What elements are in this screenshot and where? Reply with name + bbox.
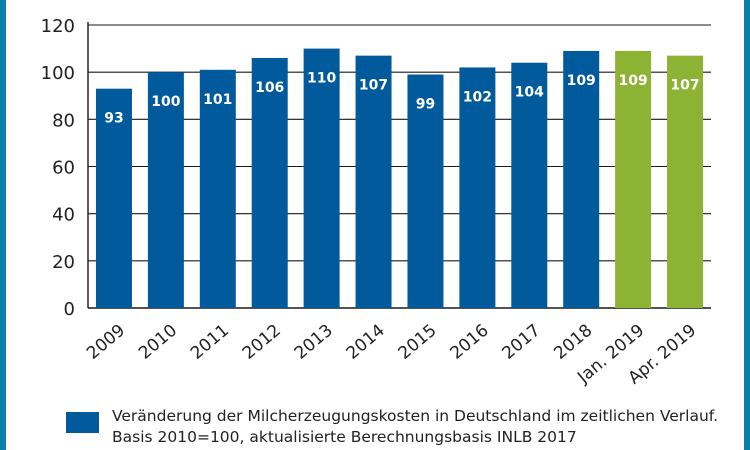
bar [355,55,392,309]
bar-value-label: 102 [463,89,492,105]
bar-value-label: 106 [255,80,284,96]
x-tick-label: 2018 [550,321,596,364]
x-axis-ticks: 2009 2010 2011 2012 2013 2014 2015 2016 2017 2018… [83,321,700,389]
legend-label: Veränderung der Milcherzeugungskosten in… [112,407,719,446]
bar [199,69,236,308]
bar-value-label: 107 [670,78,699,94]
bar [615,50,652,309]
bar [251,58,288,309]
bar-value-label: 109 [619,73,648,89]
bar-value-label: 100 [151,94,180,110]
x-tick-label: 2014 [343,321,389,364]
x-tick-label: 2010 [135,321,181,364]
x-tick-label: 2016 [447,321,493,364]
bar-value-label: 107 [359,78,388,94]
y-tick-label: 0 [64,299,75,320]
frame-right-border [744,0,750,450]
x-tick-label: 2009 [83,321,129,364]
x-tick-label: 2015 [395,321,441,364]
bar [667,55,704,309]
x-tick-label: 2012 [239,321,285,364]
bar [511,62,548,308]
frame-left-border [0,0,6,450]
bar [563,50,600,309]
bar [147,72,184,309]
y-tick-label: 80 [52,110,75,131]
grid-lines [87,22,711,309]
bar-value-label: 104 [515,85,544,101]
x-tick-label: 2013 [291,321,337,364]
y-tick-label: 60 [52,158,75,179]
bar-value-label: 101 [203,92,232,108]
x-tick-label: 2017 [499,321,545,364]
bar [407,74,444,309]
bar-value-label: 93 [104,111,123,127]
legend-swatch [66,412,99,433]
legend: Veränderung der Milcherzeugungskosten in… [66,404,726,450]
x-tick-label: 2011 [187,321,233,364]
bar [95,88,132,308]
bar-value-label: 110 [307,71,336,87]
y-tick-label: 40 [52,205,75,226]
bar-value-label: 109 [567,73,596,89]
bar [303,48,340,308]
bar [459,67,496,308]
bar-chart: 0 20 40 60 80 100 120 93 100 101 106 110 107 99 102 10… [41,16,711,389]
bars: 93 100 101 106 110 107 99 102 104 109 109 107 [95,48,704,309]
y-axis-ticks: 0 20 40 60 80 100 120 [41,16,75,320]
y-tick-label: 120 [41,16,75,37]
y-tick-label: 100 [41,63,75,84]
bar-value-label: 99 [416,97,435,113]
y-tick-label: 20 [52,252,75,273]
